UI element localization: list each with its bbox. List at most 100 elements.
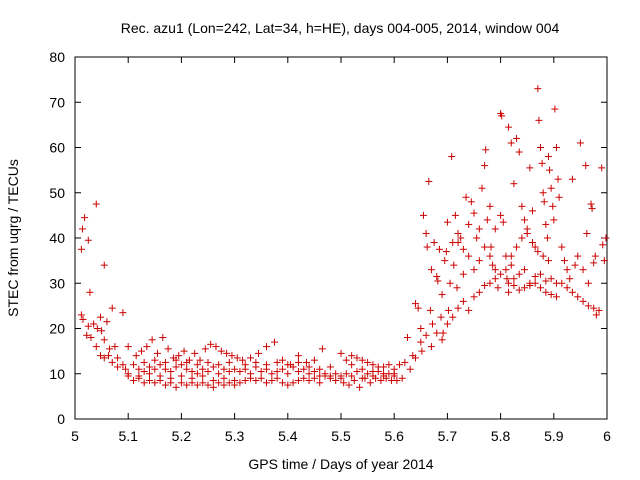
data-point-marker (448, 153, 456, 161)
data-point-marker (523, 229, 531, 237)
data-point-marker (451, 211, 459, 219)
data-point-marker (544, 153, 552, 161)
data-point-marker (135, 372, 143, 380)
data-point-marker (353, 367, 361, 375)
data-point-marker (438, 291, 446, 299)
data-point-marker (568, 288, 576, 296)
data-point-marker (560, 257, 568, 265)
data-point-marker (531, 279, 539, 287)
data-point-marker (151, 365, 159, 373)
data-point-marker (209, 377, 217, 385)
data-point-marker (542, 220, 550, 228)
data-point-marker (427, 266, 435, 274)
y-tick-label: 80 (49, 49, 65, 65)
data-point-marker (316, 379, 324, 387)
data-point-marker (124, 343, 132, 351)
data-point-marker (450, 261, 458, 269)
data-point-marker (369, 361, 377, 369)
data-point-marker (510, 275, 518, 283)
data-point-marker (135, 365, 143, 373)
data-point-marker (470, 266, 478, 274)
data-point-marker (151, 356, 159, 364)
data-point-marker (454, 304, 462, 312)
data-point-marker (199, 365, 207, 373)
data-point-marker (364, 358, 372, 366)
data-point-marker (584, 302, 592, 310)
data-point-marker (193, 381, 201, 389)
data-point-marker (122, 365, 130, 373)
data-point-marker (84, 236, 92, 244)
data-point-marker (406, 365, 414, 373)
x-tick-label: 5.5 (331, 428, 351, 444)
data-point-marker (145, 363, 153, 371)
data-point-marker (459, 245, 467, 253)
data-point-marker (563, 284, 571, 292)
data-point-marker (390, 365, 398, 373)
data-point-marker (348, 361, 356, 369)
data-point-marker (172, 383, 180, 391)
data-point-marker (507, 252, 515, 260)
data-point-marker (302, 358, 310, 366)
data-point-marker (316, 365, 324, 373)
data-point-marker (337, 372, 345, 380)
data-point-marker (252, 377, 260, 385)
data-point-marker (537, 284, 544, 292)
data-point-marker (465, 252, 473, 260)
data-point-marker (305, 370, 313, 378)
data-point-marker (568, 175, 576, 183)
data-point-marker (172, 363, 180, 371)
data-point-marker (326, 372, 334, 380)
data-point-marker (193, 361, 201, 369)
data-point-marker (433, 329, 441, 337)
data-point-marker (369, 372, 377, 380)
data-point-marker (438, 336, 446, 344)
y-tick-label: 50 (49, 185, 65, 201)
data-point-marker (193, 370, 201, 378)
data-point-marker (191, 349, 199, 357)
data-point-marker (93, 325, 101, 332)
y-tick-label: 60 (49, 140, 65, 156)
data-point-marker (459, 270, 467, 278)
data-point-marker (83, 331, 91, 339)
data-point-marker (278, 365, 286, 373)
x-tick-label: 5.3 (225, 428, 245, 444)
x-tick-label: 5.4 (278, 428, 298, 444)
data-point-marker (467, 198, 475, 206)
data-point-marker (486, 279, 494, 287)
data-point-marker (358, 365, 366, 373)
data-point-marker (172, 356, 180, 364)
data-point-marker (310, 374, 318, 382)
data-point-marker (377, 377, 385, 385)
data-point-marker (87, 334, 95, 342)
data-point-marker (419, 211, 427, 219)
data-point-marker (348, 352, 356, 360)
data-point-marker (108, 304, 116, 312)
data-point-marker (552, 144, 560, 151)
data-point-marker (550, 216, 558, 224)
data-point-marker (217, 347, 225, 355)
x-tick-label: 6 (603, 428, 611, 444)
data-point-marker (551, 105, 559, 113)
data-point-marker (161, 358, 169, 366)
data-point-marker (231, 365, 239, 373)
data-point-marker (321, 370, 329, 378)
data-point-marker (454, 229, 462, 237)
data-point-marker (390, 372, 398, 380)
data-point-marker (380, 363, 388, 371)
data-point-marker (159, 334, 167, 342)
data-point-marker (305, 377, 313, 385)
data-point-marker (478, 184, 486, 192)
data-point-marker (130, 361, 138, 369)
data-point-marker (204, 381, 212, 389)
data-point-marker (453, 284, 461, 292)
data-point-marker (433, 272, 441, 280)
x-tick-label: 5.6 (384, 428, 404, 444)
data-point-marker (546, 166, 554, 174)
data-point-marker (549, 202, 557, 210)
data-point-marker (263, 343, 271, 351)
data-point-marker (257, 374, 265, 382)
data-point-marker (81, 214, 89, 222)
data-point-marker (204, 367, 212, 375)
y-tick-label: 20 (49, 321, 65, 337)
data-point-marker (124, 372, 132, 380)
